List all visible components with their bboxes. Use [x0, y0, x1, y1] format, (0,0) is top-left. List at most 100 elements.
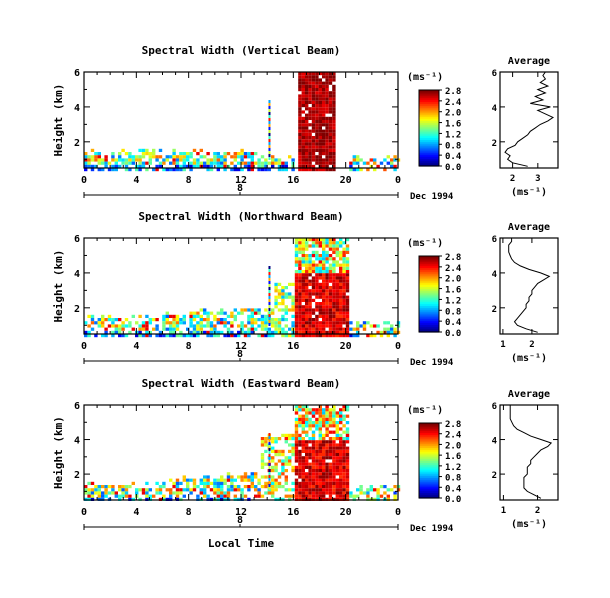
heatmap-cell: [274, 453, 278, 457]
colorbar-segment: [419, 116, 439, 120]
heatmap-cell: [206, 161, 210, 165]
heatmap-cell: [94, 334, 98, 338]
colorbar-segment: [419, 469, 439, 473]
heatmap-cell: [301, 84, 305, 88]
heatmap-cell: [298, 263, 302, 267]
heatmap-cell: [332, 298, 336, 302]
heatmap-cell: [226, 478, 231, 482]
heatmap-cell: [107, 324, 112, 328]
heatmap-cell: [172, 330, 176, 334]
heatmap-cell: [322, 292, 326, 296]
heatmap-cell: [301, 321, 305, 325]
heatmap-cell: [124, 164, 129, 168]
colorbar-segment: [419, 320, 439, 324]
colorbar-segment: [419, 468, 439, 471]
heatmap-cell: [308, 279, 312, 283]
heatmap-cell: [301, 97, 305, 101]
heatmap-cell: [308, 308, 312, 312]
heatmap-cell: [189, 155, 193, 159]
heatmap-cell: [305, 276, 309, 280]
heatmap-cell: [308, 481, 312, 485]
heatmap-cell: [141, 161, 146, 165]
colorbar-segment: [419, 91, 439, 95]
heatmap-cell: [268, 112, 271, 115]
heatmap-cell: [325, 91, 329, 95]
heatmap-cell: [264, 443, 268, 447]
heatmap-cell: [291, 433, 295, 437]
heatmap-cell: [335, 421, 339, 425]
heatmap-cell: [94, 491, 98, 495]
heatmap-cell: [87, 314, 91, 318]
heatmap-cell: [162, 327, 166, 331]
heatmap-cell: [284, 456, 288, 460]
heatmap-cell: [305, 433, 309, 437]
heatmap-cell: [305, 120, 309, 124]
heatmap-cell: [311, 472, 316, 476]
heatmap-cell: [301, 91, 305, 95]
heatmap-cell: [101, 491, 105, 495]
heatmap-cell: [169, 161, 173, 165]
heatmap-cell: [332, 311, 336, 315]
heatmap-cell: [332, 97, 336, 101]
colorbar-segment: [419, 284, 439, 287]
heatmap-cell: [274, 282, 278, 286]
heatmap-cell: [318, 81, 322, 85]
heatmap-cell: [237, 168, 241, 172]
heatmap-cell: [301, 132, 305, 136]
heatmap-cell: [230, 324, 234, 328]
heatmap-cell: [294, 446, 299, 450]
heatmap-cell: [328, 295, 333, 299]
heatmap-cell: [111, 152, 115, 156]
heatmap-cell: [311, 491, 316, 495]
heatmap-cell: [264, 485, 268, 489]
heatmap-cell: [257, 161, 261, 165]
heatmap-cells: [84, 238, 401, 338]
heatmap-cell: [230, 311, 234, 315]
colorbar-segment: [419, 278, 439, 282]
heatmap-cell: [325, 453, 329, 457]
heatmap-cell: [240, 168, 244, 172]
heatmap-cell: [196, 334, 200, 338]
heatmap-cell: [145, 488, 149, 492]
heatmap-cell: [342, 257, 346, 261]
heatmap-cell: [328, 257, 333, 261]
heatmap-cell: [322, 152, 326, 156]
heatmap-cell: [121, 321, 125, 325]
heatmap-cell: [90, 321, 95, 325]
heatmap-cell: [328, 311, 333, 315]
colorbar-tick-label: 0.0: [445, 163, 461, 173]
heatmap-cell: [250, 314, 254, 318]
heatmap-cell: [322, 168, 326, 172]
heatmap-cell: [284, 334, 288, 338]
heatmap-cell: [390, 158, 394, 162]
heatmap-cell: [339, 465, 343, 469]
heatmap-cell: [216, 494, 220, 498]
colorbar-segment: [419, 162, 439, 165]
heatmap-cell: [281, 449, 285, 453]
heatmap-cell: [240, 161, 244, 165]
heatmap-cell: [301, 88, 305, 92]
heatmap-cell: [301, 94, 305, 98]
heatmap-cell: [318, 289, 322, 293]
heatmap-cell: [339, 462, 343, 466]
heatmap-cell: [325, 129, 329, 133]
heatmap-cell: [352, 494, 356, 498]
heatmap-cell: [376, 330, 380, 334]
heatmap-cell: [196, 164, 200, 168]
heatmap-cell: [199, 481, 203, 485]
heatmap-cell: [305, 292, 309, 296]
heatmap-cell: [277, 327, 282, 331]
heatmap-cell: [267, 327, 271, 331]
heatmap-cell: [220, 488, 224, 492]
heatmap-cell: [318, 110, 322, 114]
heatmap-cell: [322, 84, 326, 88]
heatmap-cell: [328, 292, 333, 296]
heatmap-cell: [311, 88, 316, 92]
heatmap-cell: [203, 308, 207, 312]
heatmap-cell: [169, 155, 173, 159]
heatmap-cell: [349, 491, 353, 495]
heatmap-cell: [305, 282, 309, 286]
heatmap-cell: [315, 481, 319, 485]
heatmap-cell: [213, 314, 217, 318]
